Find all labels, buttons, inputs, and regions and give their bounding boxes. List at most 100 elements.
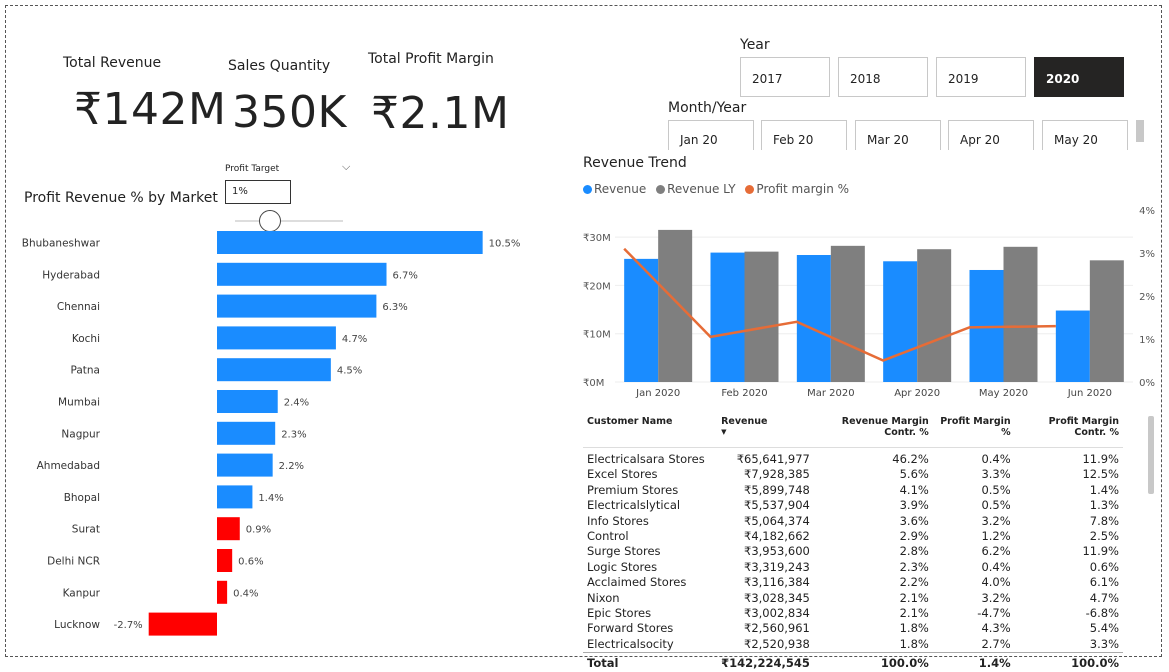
cell-profit-contr: 11.9% (1082, 544, 1119, 559)
legend-item-profit-margin[interactable]: Profit margin % (745, 182, 849, 196)
table-header-customer[interactable]: Customer Name (583, 413, 718, 448)
table-row[interactable]: Electricalsara Stores ₹65,641,977 46.2% 0.4… (583, 448, 1123, 468)
market-bar[interactable] (217, 390, 278, 413)
trend-y-tick: ₹10M (583, 330, 611, 341)
cell-revenue: ₹5,064,374 (744, 513, 810, 528)
table-row[interactable]: Electricalslytical ₹5,537,904 3.9% 0.5% 1.3% (583, 498, 1123, 513)
cell-customer: Nixon (587, 590, 620, 605)
table-row[interactable]: Info Stores ₹5,064,374 3.6% 3.2% 7.8% (583, 514, 1123, 529)
trend-y2-tick: 0% (1139, 378, 1155, 389)
table-row[interactable]: Forward Stores ₹2,560,961 1.8% 4.3% 5.4% (583, 621, 1123, 636)
kpi-sales-quantity-value: 350K (232, 87, 347, 138)
trend-y2-tick: 2% (1139, 292, 1155, 303)
cell-customer: Control (587, 529, 629, 544)
cell-revenue: ₹2,560,961 (744, 621, 810, 636)
revenue-ly-bar[interactable] (1089, 260, 1124, 382)
revenue-bar[interactable] (1055, 310, 1090, 382)
year-option-2017[interactable]: 2017 (740, 57, 830, 97)
market-bar[interactable] (217, 421, 276, 445)
cell-customer: Electricalsara Stores (587, 452, 705, 466)
table-header-profit-margin[interactable]: Profit Margin % (932, 413, 1015, 448)
market-bar[interactable] (217, 294, 377, 318)
market-category-label: Mumbai (58, 397, 100, 409)
profit-target-slider-track[interactable] (235, 220, 343, 222)
revenue-ly-bar[interactable] (917, 249, 952, 382)
cell-customer: Acclaimed Stores (587, 575, 687, 590)
chevron-down-icon[interactable]: ⌵ (342, 160, 351, 173)
cell-profit-margin: 3.3% (981, 467, 1011, 482)
table-scrollbar[interactable] (1148, 416, 1154, 494)
revenue-ly-bar[interactable] (658, 229, 693, 382)
cell-revenue-margin: 2.3% (899, 559, 929, 574)
market-bar[interactable] (217, 517, 240, 541)
kpi-total-revenue-label: Total Revenue (63, 55, 162, 71)
kpi-total-revenue-value: ₹142M (74, 84, 227, 135)
trend-y-tick: ₹30M (583, 233, 611, 244)
sort-desc-icon: ▼ (721, 428, 727, 436)
market-bar[interactable] (217, 485, 253, 509)
table-row[interactable]: Epic Stores ₹3,002,834 2.1% -4.7% -6.8% (583, 606, 1123, 621)
trend-y-tick: ₹20M (583, 281, 611, 292)
legend-item-revenue-ly[interactable]: Revenue LY (656, 182, 736, 196)
table-row[interactable]: Nixon ₹3,028,345 2.1% 3.2% 4.7% (583, 591, 1123, 606)
cell-revenue-margin: 1.8% (899, 621, 929, 636)
cell-customer: Electricalslytical (587, 498, 681, 513)
month-option-may[interactable]: May 20 (1042, 120, 1128, 150)
trend-x-tick: Feb 2020 (721, 388, 767, 399)
revenue-ly-bar[interactable] (744, 251, 779, 382)
table-row[interactable]: Electricalsocity ₹2,520,938 1.8% 2.7% 3.3% (583, 637, 1123, 653)
year-option-2019[interactable]: 2019 (936, 57, 1026, 97)
month-slicer-scrollbar[interactable] (1136, 120, 1144, 142)
legend-item-revenue[interactable]: Revenue (583, 182, 646, 196)
total-revenue: ₹142,224,545 (717, 652, 814, 672)
cell-revenue: ₹5,899,748 (744, 482, 810, 497)
table-row[interactable]: Premium Stores ₹5,899,748 4.1% 0.5% 1.4% (583, 483, 1123, 498)
market-bar[interactable] (217, 358, 331, 382)
cell-profit-margin: 0.4% (981, 452, 1011, 466)
market-data-label: 4.7% (342, 334, 367, 345)
cell-customer: Excel Stores (587, 467, 658, 482)
market-bar[interactable] (217, 580, 228, 604)
kpi-sales-quantity-label: Sales Quantity (228, 58, 331, 74)
cell-profit-contr: 6.1% (1089, 575, 1119, 590)
table-row[interactable]: Surge Stores ₹3,953,600 2.8% 6.2% 11.9% (583, 544, 1123, 559)
profit-target-label: Profit Target (225, 164, 280, 174)
month-option-mar[interactable]: Mar 20 (855, 120, 941, 150)
table-header-revenue[interactable]: Revenue ▼ (717, 413, 814, 448)
cell-customer: Info Stores (587, 513, 649, 528)
profit-target-input[interactable]: 1% (225, 180, 291, 204)
market-data-label: 0.9% (246, 525, 271, 536)
revenue-bar[interactable] (796, 255, 831, 382)
cell-revenue: ₹3,953,600 (744, 544, 810, 559)
table-header-profit-contr[interactable]: Profit Margin Contr. % (1014, 413, 1123, 448)
profit-margin-line[interactable] (623, 247, 1056, 362)
revenue-bar[interactable] (710, 252, 745, 382)
cell-profit-contr: -6.8% (1085, 606, 1119, 621)
cell-revenue-margin: 2.8% (899, 544, 929, 559)
table-row[interactable]: Excel Stores ₹7,928,385 5.6% 3.3% 12.5% (583, 467, 1123, 482)
month-option-feb[interactable]: Feb 20 (761, 120, 847, 150)
table-row[interactable]: Logic Stores ₹3,319,243 2.3% 0.4% 0.6% (583, 560, 1123, 575)
trend-y-tick: ₹0M (583, 378, 604, 389)
month-option-apr[interactable]: Apr 20 (948, 120, 1034, 150)
market-bar[interactable] (217, 231, 483, 254)
market-bar[interactable] (217, 262, 387, 286)
cell-profit-margin: 3.2% (981, 513, 1011, 528)
table-row[interactable]: Control ₹4,182,662 2.9% 1.2% 2.5% (583, 529, 1123, 544)
month-option-jan[interactable]: Jan 20 (668, 120, 754, 150)
table-row[interactable]: Acclaimed Stores ₹3,116,384 2.2% 4.0% 6.1% (583, 575, 1123, 590)
market-bar[interactable] (148, 612, 217, 636)
market-category-label: Hyderabad (42, 269, 100, 281)
market-bar[interactable] (217, 326, 336, 350)
revenue-ly-bar[interactable] (1003, 246, 1038, 382)
cell-profit-margin: 6.2% (981, 544, 1011, 559)
table-header-revenue-margin[interactable]: Revenue Margin Contr. % (813, 413, 933, 448)
cell-profit-margin: 2.7% (981, 636, 1011, 651)
revenue-ly-bar[interactable] (830, 245, 865, 382)
year-option-2018[interactable]: 2018 (838, 57, 928, 97)
year-option-2020[interactable]: 2020 (1034, 57, 1124, 97)
market-bar[interactable] (217, 549, 233, 572)
market-bar[interactable] (217, 453, 273, 477)
cell-profit-margin: 0.4% (981, 559, 1011, 574)
revenue-bar[interactable] (883, 261, 918, 382)
